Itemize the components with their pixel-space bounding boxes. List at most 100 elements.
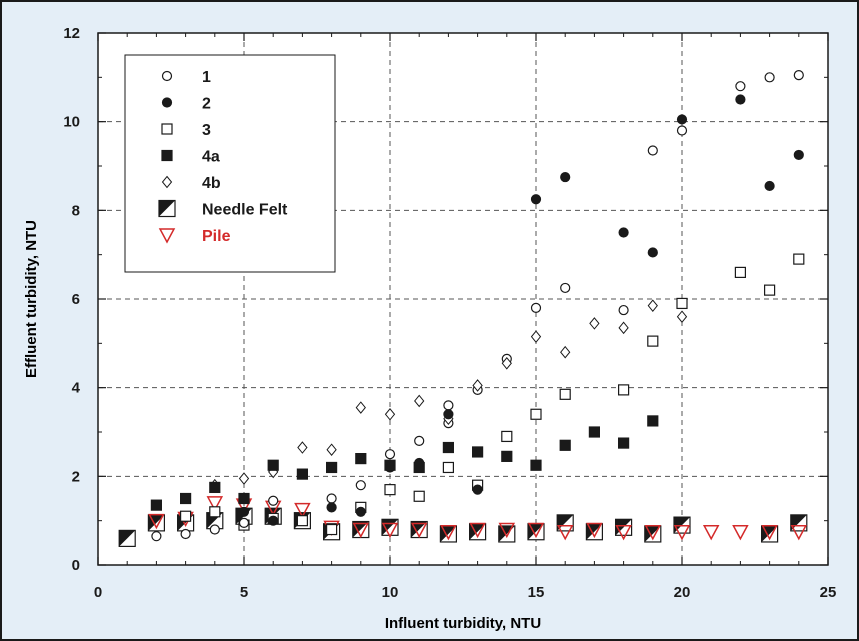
point-series-pile — [381, 522, 399, 539]
point-series-2 — [414, 457, 425, 469]
point-series-2 — [764, 180, 775, 192]
needle-felt-marker-fill — [557, 514, 574, 531]
point-series-pile — [206, 496, 224, 512]
point-series-3 — [734, 266, 747, 278]
point-series-needle-felt — [498, 525, 516, 543]
point-series-4b — [530, 330, 542, 343]
point-series-pile — [644, 525, 662, 541]
legend-box — [124, 54, 336, 273]
point-series-needle-felt — [790, 514, 808, 532]
y-axis-label: Effluent turbidity, NTU — [23, 220, 40, 378]
point-series-pile — [410, 522, 428, 539]
point-series-needle-felt — [556, 514, 574, 532]
legend-label-needle-felt: Needle Felt — [202, 202, 288, 219]
point-series-pile — [498, 522, 516, 539]
point-series-pile — [615, 525, 632, 541]
y-tick-label: 8 — [72, 202, 80, 219]
point-series-4a — [442, 441, 454, 454]
point-series-2 — [326, 502, 337, 513]
needle-felt-marker-fill — [159, 200, 175, 217]
x-tick-label: 15 — [528, 584, 545, 601]
point-series-3 — [384, 484, 396, 496]
point-series-4a — [238, 492, 250, 505]
point-series-1 — [151, 531, 162, 542]
point-series-pile — [732, 525, 749, 541]
point-series-1 — [238, 517, 250, 528]
point-series-3 — [442, 461, 454, 474]
needle-felt-marker-fill — [790, 514, 807, 531]
point-series-4a — [472, 446, 484, 458]
point-series-pile — [440, 525, 457, 541]
x-axis-label: Influent turbidity, NTU — [385, 615, 541, 632]
plot-border — [97, 32, 829, 566]
point-series-3 — [647, 335, 659, 347]
y-tick-label: 4 — [72, 380, 81, 397]
point-series-2 — [268, 515, 279, 526]
needle-felt-marker-fill — [352, 521, 369, 538]
point-series-4a — [559, 439, 571, 451]
point-series-1 — [647, 145, 658, 156]
point-series-pile — [469, 522, 486, 539]
point-series-4a — [530, 459, 542, 471]
point-series-pile — [673, 525, 691, 541]
point-series-2 — [676, 114, 688, 125]
point-series-3 — [617, 384, 630, 396]
point-series-4b — [501, 356, 512, 370]
point-series-4b — [472, 379, 483, 392]
y-tick-label: 2 — [72, 468, 80, 485]
point-series-4a — [355, 453, 367, 465]
x-tick-label: 5 — [240, 584, 248, 601]
point-series-4a — [267, 459, 279, 471]
point-series-1 — [735, 81, 746, 92]
x-tick-label: 10 — [382, 584, 399, 601]
point-series-3 — [530, 408, 542, 420]
point-series-1 — [180, 528, 191, 540]
point-series-3 — [763, 284, 776, 296]
needle-felt-marker-fill — [119, 530, 136, 547]
point-series-pile — [790, 525, 808, 541]
x-tick-label: 25 — [820, 584, 837, 601]
point-series-pile — [527, 522, 545, 539]
point-series-2 — [618, 227, 629, 238]
point-series-2 — [647, 247, 658, 258]
point-series-4a — [326, 461, 338, 474]
point-series-4a — [617, 437, 630, 449]
point-series-4a — [209, 481, 221, 494]
point-series-1 — [560, 282, 571, 294]
point-series-1 — [443, 400, 454, 411]
legend-label-2: 2 — [202, 96, 211, 113]
point-series-4a — [588, 426, 601, 438]
point-series-4b — [297, 441, 308, 454]
point-series-4a — [296, 468, 308, 480]
point-series-4b — [618, 321, 629, 335]
point-series-3 — [413, 490, 425, 502]
point-series-2 — [793, 149, 804, 161]
point-series-pile — [294, 502, 311, 519]
point-series-1 — [355, 480, 366, 491]
legend-marker-1 — [161, 70, 173, 82]
legend-label-1: 1 — [202, 69, 211, 86]
point-series-needle-felt — [118, 529, 136, 548]
x-tick-label: 20 — [674, 584, 691, 601]
point-series-pile — [761, 525, 778, 541]
point-series-4b — [647, 299, 658, 312]
point-series-4a — [150, 499, 162, 511]
point-series-2 — [735, 94, 746, 105]
point-series-1 — [793, 70, 804, 81]
point-series-4a — [501, 450, 513, 462]
legend: 1 2 3 4a 4b Needle Felt Pile — [124, 54, 336, 273]
point-series-1 — [268, 495, 279, 506]
legend-marker-4a — [161, 149, 173, 162]
point-series-1 — [209, 524, 220, 535]
data-marks — [118, 70, 808, 548]
point-series-1 — [384, 449, 396, 460]
point-series-4b — [560, 345, 571, 359]
legend-label-4a: 4a — [202, 149, 220, 166]
point-series-3 — [209, 506, 221, 518]
legend-marker-3 — [161, 123, 173, 135]
point-series-3 — [676, 297, 688, 310]
point-series-2 — [560, 171, 571, 183]
